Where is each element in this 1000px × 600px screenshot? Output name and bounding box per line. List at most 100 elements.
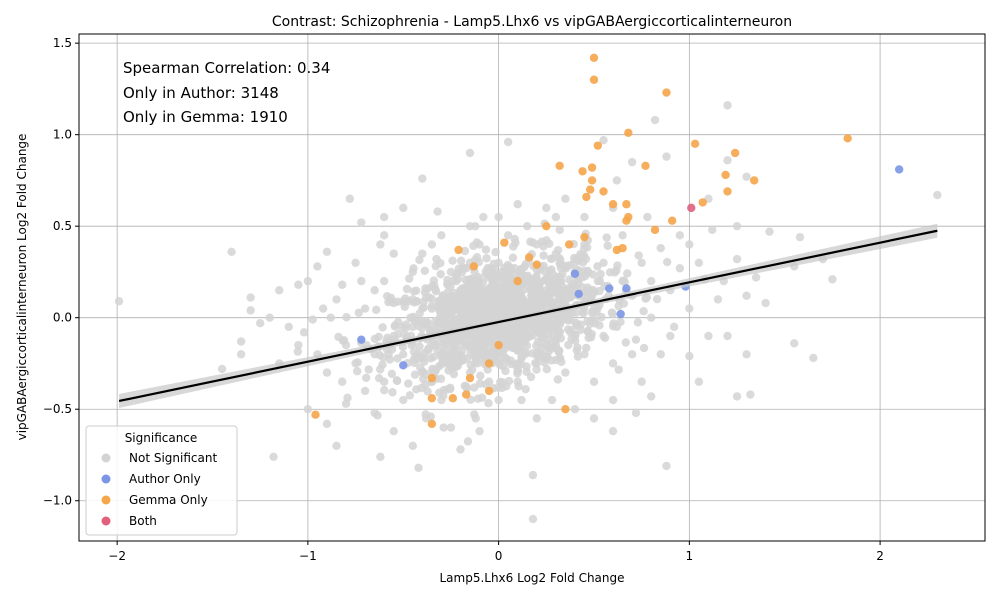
point-not-significant-cloud [582, 343, 591, 353]
point-not-significant-cloud [415, 255, 424, 265]
point-not-significant [360, 386, 370, 396]
point-not-significant [513, 200, 522, 209]
point-not-significant [236, 350, 246, 359]
point-not-significant [456, 286, 465, 295]
point-not-significant-cloud [519, 285, 529, 294]
point-not-significant [608, 426, 618, 436]
point-not-significant [589, 304, 599, 313]
point-not-significant [351, 359, 360, 368]
point-not-significant [528, 514, 538, 524]
y-tick-label: 0.0 [53, 311, 72, 325]
point-not-significant-cloud [551, 319, 560, 329]
point-not-significant-cloud [532, 365, 541, 374]
point-not-significant [618, 231, 627, 240]
annotation-spearman: Spearman Correlation: 0.34 [123, 59, 330, 77]
point-not-significant [647, 392, 656, 401]
point-not-significant-cloud [393, 317, 403, 327]
point-not-significant [742, 291, 751, 300]
point-not-significant [542, 203, 551, 213]
point-not-significant-cloud [479, 336, 489, 345]
point-not-significant [589, 414, 599, 423]
point-not-significant [542, 295, 551, 304]
point-not-significant-cloud [567, 308, 577, 318]
point-not-significant [694, 258, 704, 267]
point-not-significant [379, 276, 389, 286]
point-not-significant [446, 295, 456, 304]
point-not-significant [517, 395, 526, 405]
point-not-significant [555, 353, 564, 363]
point-not-significant-cloud [553, 375, 563, 384]
point-not-significant-cloud [583, 327, 592, 336]
point-not-significant [523, 221, 532, 231]
point-not-significant-cloud [424, 345, 433, 355]
point-not-significant [338, 280, 347, 289]
point-not-significant-cloud [308, 315, 317, 324]
point-not-significant [551, 249, 561, 258]
y-axis-label: vipGABAergiccorticalinterneuron Log2 Fol… [15, 134, 29, 441]
point-not-significant [456, 340, 465, 350]
point-not-significant-cloud [588, 290, 597, 300]
point-not-significant-cloud [561, 264, 571, 273]
point-not-significant-cloud [400, 297, 410, 306]
point-not-significant [589, 377, 599, 386]
x-axis-label: Lamp5.Lhx6 Log2 Fold Change [439, 571, 624, 585]
point-not-significant-cloud [443, 279, 452, 289]
point-gemma-only [494, 340, 503, 350]
point-not-significant-cloud [468, 303, 477, 312]
point-not-significant [418, 368, 427, 377]
point-not-significant-cloud [542, 364, 552, 374]
point-gemma-only [578, 167, 587, 176]
point-not-significant-cloud [388, 388, 397, 397]
point-not-significant-cloud [449, 343, 459, 352]
point-gemma-only [624, 128, 633, 138]
point-not-significant-cloud [497, 267, 507, 276]
point-not-significant [742, 350, 751, 359]
point-not-significant [547, 395, 557, 405]
point-not-significant-cloud [374, 332, 383, 341]
point-not-significant-cloud [431, 365, 441, 375]
point-not-significant [399, 395, 408, 405]
point-not-significant [256, 318, 265, 328]
point-not-significant [484, 350, 494, 359]
point-gemma-only [542, 221, 551, 231]
point-not-significant [408, 267, 417, 277]
point-author-only [357, 335, 366, 344]
point-not-significant [685, 240, 694, 249]
point-not-significant [265, 313, 274, 322]
point-not-significant-cloud [429, 276, 439, 285]
point-gemma-only [448, 394, 458, 403]
point-not-significant-cloud [479, 341, 488, 351]
point-not-significant-cloud [444, 336, 454, 345]
point-not-significant [360, 304, 370, 313]
point-not-significant-cloud [554, 327, 564, 336]
point-not-significant-cloud [413, 354, 423, 364]
point-not-significant-cloud [495, 347, 505, 356]
point-not-significant-cloud [532, 359, 541, 368]
point-not-significant-cloud [596, 269, 605, 279]
point-not-significant [666, 331, 675, 341]
point-not-significant [357, 276, 366, 286]
point-not-significant [437, 231, 446, 240]
point-not-significant-cloud [456, 256, 466, 265]
point-not-significant-cloud [612, 266, 621, 275]
point-gemma-only [608, 200, 618, 209]
point-not-significant-cloud [571, 318, 581, 328]
point-gemma-only [587, 176, 597, 185]
point-not-significant-cloud [590, 316, 600, 325]
legend-entry-gemma-only-marker [101, 495, 111, 505]
point-not-significant [379, 377, 389, 386]
point-not-significant [303, 276, 313, 286]
point-not-significant [322, 368, 332, 377]
point-not-significant-cloud [412, 385, 421, 394]
point-not-significant [351, 258, 360, 267]
point-gemma-only [662, 88, 671, 97]
point-gemma-only [730, 148, 740, 158]
point-not-significant-cloud [543, 275, 552, 284]
point-gemma-only [427, 373, 437, 383]
point-not-significant [627, 350, 637, 359]
point-not-significant-cloud [555, 295, 565, 305]
point-not-significant-cloud [602, 233, 611, 242]
point-not-significant-cloud [439, 342, 448, 351]
point-gemma-only [723, 187, 732, 196]
legend: Significance Not Significant Author Only G… [85, 425, 238, 536]
